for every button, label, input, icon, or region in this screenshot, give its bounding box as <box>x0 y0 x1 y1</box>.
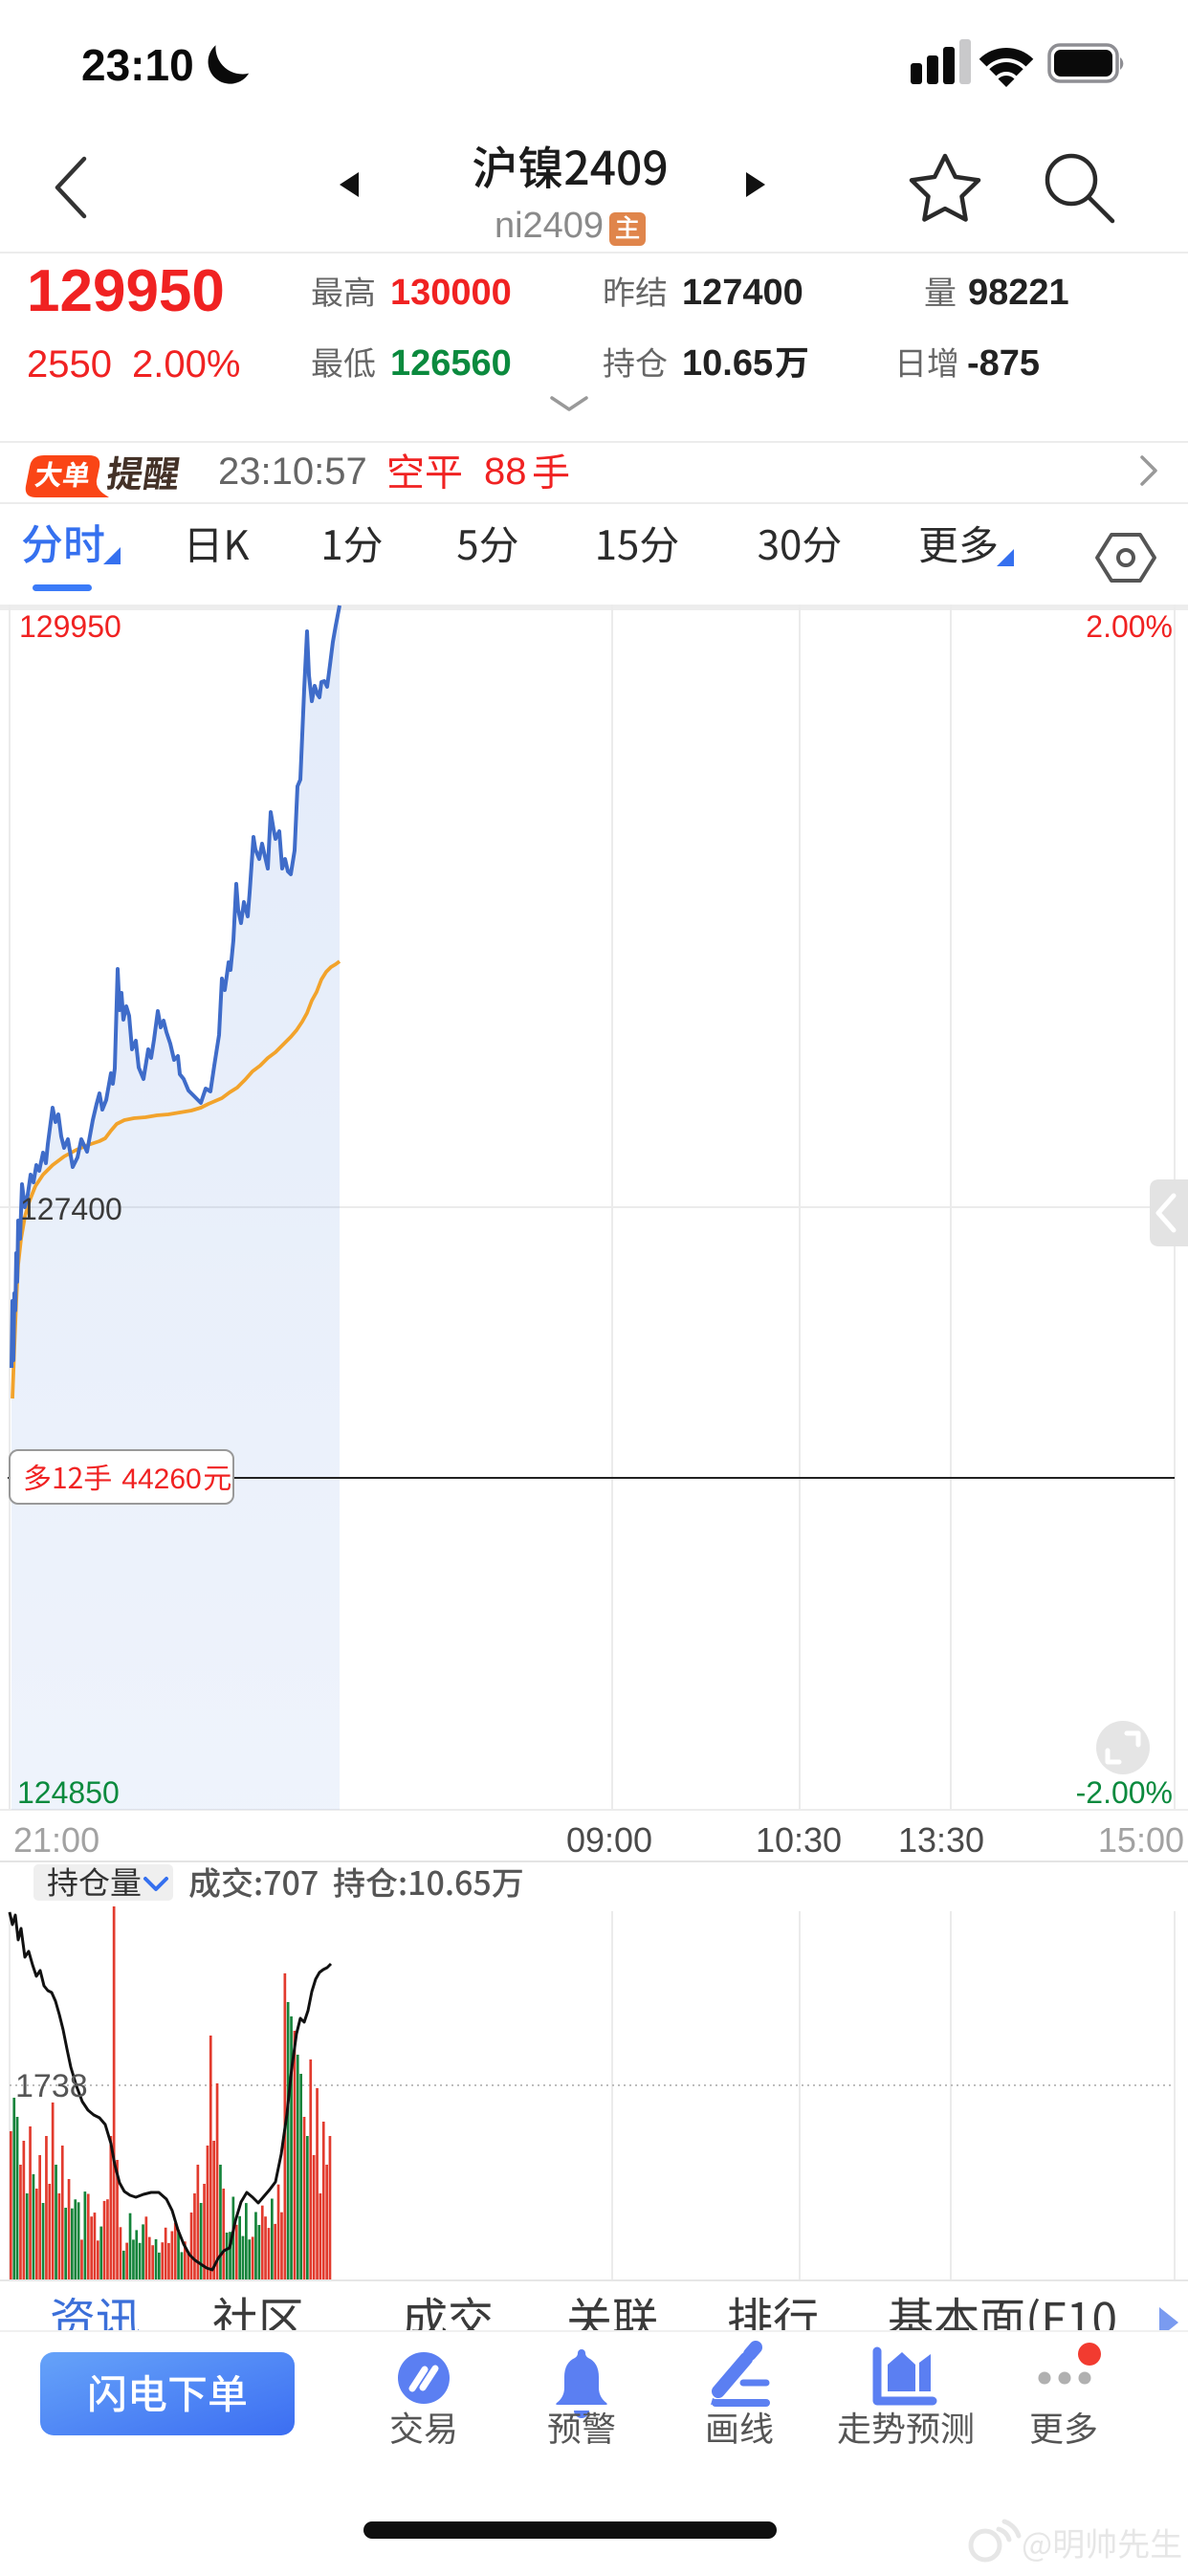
svg-text:44260: 44260 <box>121 1464 201 1495</box>
svg-text:127400: 127400 <box>682 273 803 313</box>
svg-text:98221: 98221 <box>968 273 1069 313</box>
svg-text:-2.00%: -2.00% <box>1076 1775 1173 1810</box>
svg-text:13:30: 13:30 <box>898 1820 984 1860</box>
svg-text:88: 88 <box>484 451 527 493</box>
svg-text:23:10:57: 23:10:57 <box>218 451 367 493</box>
svg-text:21:00: 21:00 <box>13 1820 99 1860</box>
svg-text:09:00: 09:00 <box>566 1820 652 1860</box>
svg-text:-875: -875 <box>967 343 1040 384</box>
svg-text:10:30: 10:30 <box>756 1820 842 1860</box>
svg-text:23:10: 23:10 <box>81 40 194 90</box>
svg-text:ni2409: ni2409 <box>495 206 604 246</box>
svg-text:127400: 127400 <box>20 1192 122 1226</box>
svg-text:1738: 1738 <box>15 2068 88 2104</box>
svg-text:129950: 129950 <box>19 609 121 644</box>
svg-text:130000: 130000 <box>390 273 512 313</box>
svg-text:124850: 124850 <box>17 1775 120 1810</box>
svg-text:10.65: 10.65 <box>682 343 773 384</box>
svg-text:2550: 2550 <box>27 343 112 385</box>
svg-text:15:00: 15:00 <box>1098 1820 1184 1860</box>
svg-text:2.00%: 2.00% <box>1086 609 1173 644</box>
svg-text:2.00%: 2.00% <box>132 343 240 385</box>
svg-text:129950: 129950 <box>27 258 225 324</box>
svg-text:126560: 126560 <box>390 343 512 384</box>
